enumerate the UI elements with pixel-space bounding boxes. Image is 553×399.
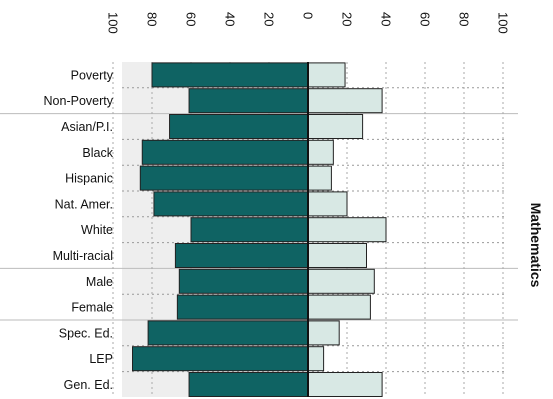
bar-left-4	[139, 165, 309, 191]
bar-right-2	[307, 114, 364, 139]
tick-labels: 100 80 60 40 20 0 20 40 60 80 100	[106, 12, 511, 34]
bar-right-7	[307, 243, 367, 268]
bar-left-10	[147, 320, 309, 346]
category-label: Nat. Amer.	[55, 197, 113, 211]
category-label: Female	[71, 301, 113, 315]
group-separators	[0, 87, 518, 373]
bar-left-0	[151, 62, 309, 88]
bar-left-11	[132, 346, 309, 372]
bar-right-1	[307, 88, 383, 114]
bar-left-1	[188, 88, 309, 114]
tick-label: 100	[496, 12, 511, 34]
bar-left-9	[176, 294, 309, 320]
tick-label: 60	[184, 12, 199, 26]
bar-left-2	[169, 114, 309, 139]
bar-left-7	[174, 243, 309, 268]
bar-right-8	[307, 268, 375, 294]
category-labels: Poverty Non-Poverty Asian/P.I. Black Hispani…	[44, 68, 114, 392]
tick-label: 40	[379, 12, 394, 26]
category-label: Male	[86, 275, 113, 289]
right-bars	[307, 62, 387, 397]
bar-left-6	[190, 217, 309, 243]
bar-right-4	[307, 165, 332, 191]
category-label: Hispanic	[65, 172, 113, 186]
bar-left-8	[178, 268, 309, 294]
tick-label: 60	[418, 12, 433, 26]
left-bars	[132, 62, 309, 397]
bar-right-10	[307, 320, 340, 346]
tick-label: 20	[340, 12, 355, 26]
category-label: LEP	[89, 352, 113, 366]
bar-right-3	[307, 139, 334, 165]
bar-right-11	[307, 346, 325, 372]
bar-left-5	[153, 191, 309, 217]
bar-right-9	[307, 294, 371, 320]
chart-title: Mathematics	[528, 203, 544, 288]
tick-label: 20	[262, 12, 277, 26]
category-label: Spec. Ed.	[59, 326, 113, 340]
category-label: Multi-racial	[53, 249, 113, 263]
category-label: White	[81, 223, 113, 237]
bar-left-3	[141, 139, 309, 165]
category-label: Non-Poverty	[44, 94, 114, 108]
tick-label: 100	[106, 12, 121, 34]
tick-label: 0	[301, 12, 316, 19]
category-label: Gen. Ed.	[64, 378, 113, 392]
tick-label: 40	[223, 12, 238, 26]
category-label: Poverty	[71, 68, 114, 82]
bar-right-6	[307, 217, 387, 243]
category-label: Asian/P.I.	[61, 120, 113, 134]
bar-right-12	[307, 372, 383, 397]
category-label: Black	[82, 146, 113, 160]
tick-label: 80	[457, 12, 472, 26]
bar-left-12	[188, 372, 309, 397]
bar-right-5	[307, 191, 348, 217]
tick-label: 80	[145, 12, 160, 26]
bar-right-0	[307, 62, 346, 88]
